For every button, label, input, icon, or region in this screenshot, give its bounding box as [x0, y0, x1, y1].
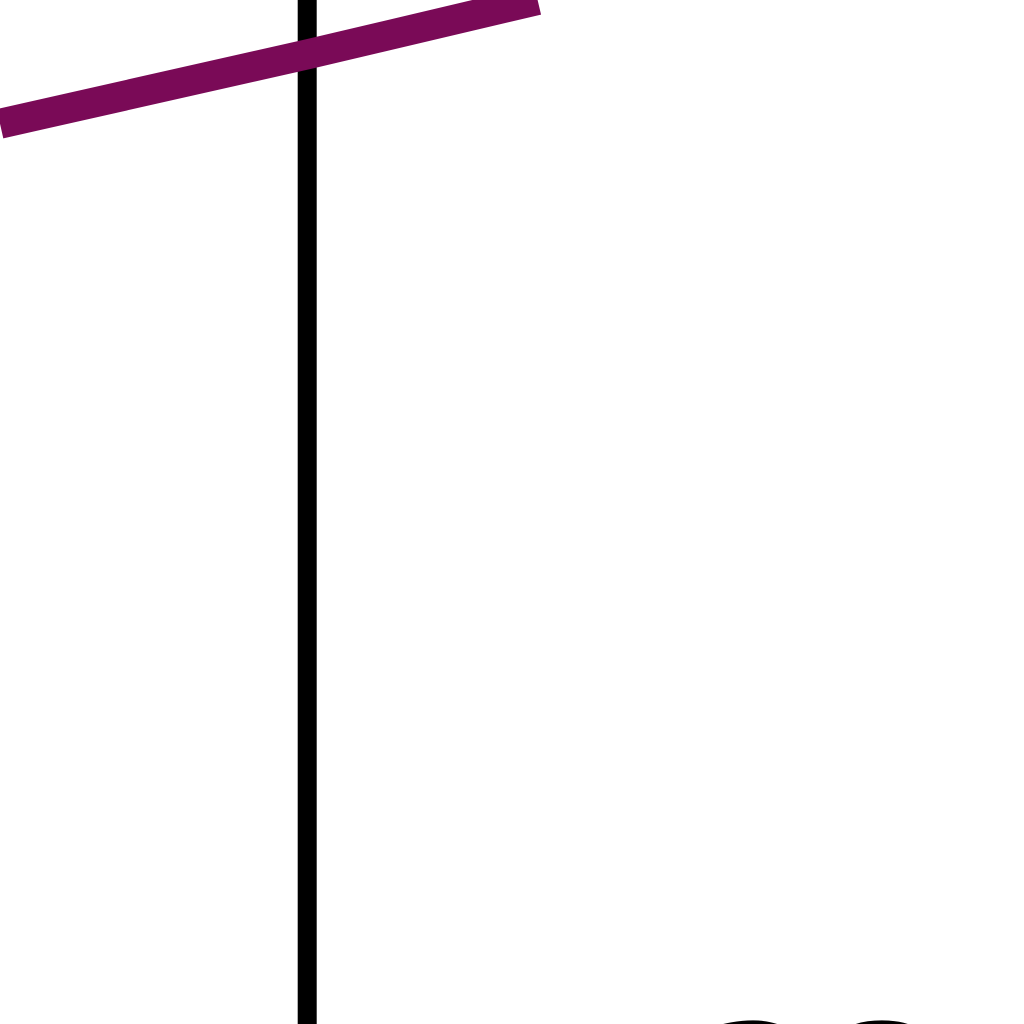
x-tick-label: 28 — [694, 988, 945, 1024]
series-line-0 — [0, 0, 542, 139]
